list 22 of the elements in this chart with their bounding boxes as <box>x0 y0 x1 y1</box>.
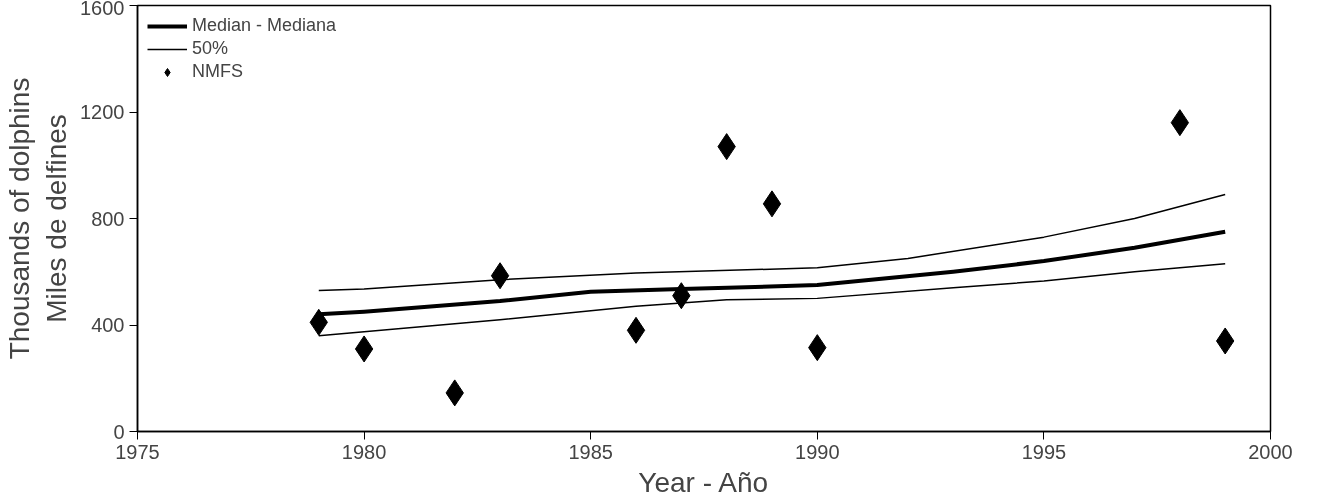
line-series <box>318 193 1226 292</box>
point <box>490 262 510 290</box>
point <box>354 335 374 363</box>
point <box>626 316 646 344</box>
x-tick-label: 1985 <box>568 440 613 463</box>
y-tick-label: 800 <box>91 207 125 230</box>
x-axis-title: Year - Año <box>638 466 769 498</box>
y-tick-label: 0 <box>113 420 125 443</box>
point <box>762 190 782 218</box>
point <box>1170 109 1190 137</box>
y-tick-label: 400 <box>91 314 125 336</box>
legend-label: Median - Mediana <box>192 15 337 36</box>
x-tick-label: 2000 <box>1248 440 1293 463</box>
x-tick-label: 1980 <box>341 440 387 463</box>
legend-label: 50% <box>192 38 229 59</box>
x-tick-label: 1995 <box>1021 440 1067 463</box>
y-axis-title: Thousands of dolphins Miles de delfines <box>3 77 73 360</box>
y-tick-label: 1200 <box>80 101 125 123</box>
legend-label: NMFS <box>192 61 243 82</box>
x-tick-label: 1975 <box>115 440 160 463</box>
y-tick-label: 1600 <box>80 0 125 19</box>
x-tick-label: 1990 <box>795 440 840 463</box>
